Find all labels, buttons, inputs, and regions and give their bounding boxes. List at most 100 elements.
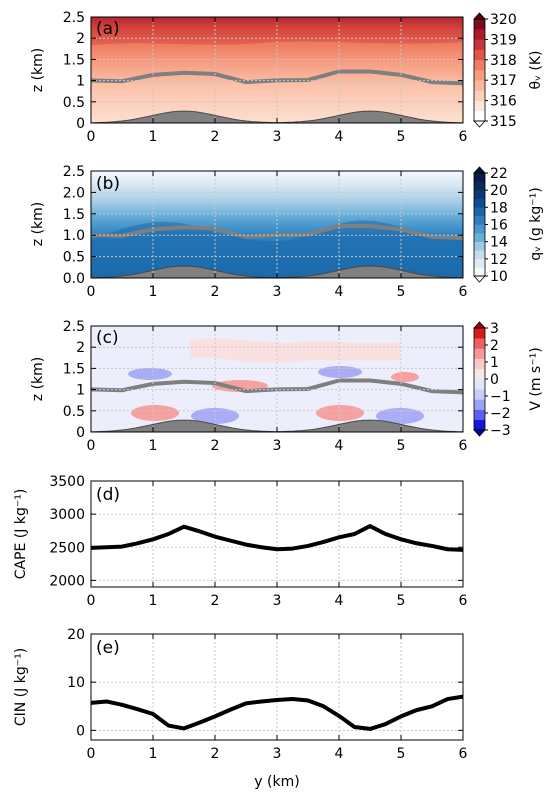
y-ticks: 0.0 0.5 1.0 1.5 2.0 2.5 <box>63 164 463 287</box>
x-tick-label: 0 <box>87 129 96 145</box>
colorbar-tick-label: 2 <box>490 338 499 354</box>
x-tick-label: 2 <box>211 593 220 609</box>
x-tick-label: 5 <box>397 593 406 609</box>
x-axis-label: y (km) <box>254 774 299 790</box>
panel-label: (e) <box>96 638 120 658</box>
y-tick-label: 1.5 <box>63 207 85 223</box>
x-tick-label: 2 <box>211 746 220 762</box>
x-tick-label: 6 <box>459 129 468 145</box>
colorbar-segment <box>474 389 485 400</box>
y-axis-label: CIN (J kg⁻¹) <box>13 648 29 726</box>
y-tick-label: 2000 <box>49 573 85 589</box>
x-tick-label: 4 <box>335 284 344 300</box>
grid-lines <box>91 17 463 123</box>
panel-a: (a) z (km) 0 0.5 1 1.5 2 2.5 0 1 2 3 4 5 6 320 319 31… <box>30 10 544 145</box>
colorbar-segment <box>474 80 485 91</box>
y-tick-label: 1.5 <box>63 52 85 68</box>
x-tick-label: 5 <box>397 438 406 454</box>
grid-lines <box>91 481 463 587</box>
colorbar-segment <box>474 224 485 234</box>
y-tick-label: 0 <box>76 116 85 132</box>
x-ticks: 0 1 2 3 4 5 6 <box>87 481 468 609</box>
colorbar-extend-high <box>473 321 486 329</box>
colorbar-tick-label: 14 <box>490 235 508 251</box>
x-tick-label: 3 <box>273 593 282 609</box>
x-ticks: 0 1 2 3 4 5 6 <box>87 171 468 300</box>
colorbar-segment <box>474 258 485 268</box>
x-tick-label: 0 <box>87 593 96 609</box>
x-tick-label: 1 <box>149 284 158 300</box>
colorbar-extend-high <box>473 166 486 174</box>
colorbar-segment <box>474 338 485 349</box>
y-axis-label: CAPE (J kg⁻¹) <box>13 489 29 580</box>
colorbar-tick-label: 12 <box>490 252 508 268</box>
colorbar-tick-label: −2 <box>490 406 511 422</box>
x-tick-label: 3 <box>273 284 282 300</box>
y-tick-label: 2.5 <box>63 164 85 180</box>
colorbar-extend-high <box>473 12 486 20</box>
colorbar-segment <box>474 190 485 200</box>
v-negative-patch <box>128 368 172 380</box>
y-axis-label: z (km) <box>30 48 46 92</box>
x-tick-label: 0 <box>87 284 96 300</box>
panel-label: (b) <box>96 174 120 194</box>
v-positive-patch <box>131 405 179 421</box>
colorbar-segment <box>474 173 485 182</box>
y-tick-label: 10 <box>67 675 85 691</box>
x-ticks: 0 1 2 3 4 5 6 <box>87 634 468 762</box>
y-tick-label: 0.5 <box>63 250 85 266</box>
x-tick-label: 3 <box>273 438 282 454</box>
y-tick-label: 3500 <box>49 474 85 490</box>
y-tick-label: 3000 <box>49 507 85 523</box>
y-tick-label: 2500 <box>49 540 85 556</box>
colorbar-segment <box>474 419 485 431</box>
colorbar-tick-label: 0 <box>490 372 499 388</box>
colorbar: 320 319 318 317 316 315 <box>473 12 517 130</box>
colorbar-segment <box>474 19 485 30</box>
v-positive-patch <box>391 372 419 382</box>
colorbar-segment <box>474 198 485 208</box>
colorbar-segment <box>474 233 485 242</box>
colorbar-tick-label: 16 <box>490 218 508 234</box>
colorbar-tick-label: 10 <box>490 269 508 285</box>
colorbar-segment <box>474 90 485 101</box>
colorbar-tick-label: 317 <box>490 73 517 89</box>
colorbar-segment <box>474 379 485 390</box>
x-tick-label: 6 <box>459 746 468 762</box>
panel-label: (a) <box>96 19 120 39</box>
colorbar-segment <box>474 110 485 122</box>
y-tick-label: 0 <box>76 723 85 739</box>
colorbar-tick-label: −1 <box>490 389 511 405</box>
colorbar-tick-label: 18 <box>490 200 508 216</box>
colorbar-segment <box>474 39 485 50</box>
colorbar-segment <box>474 181 485 191</box>
x-tick-label: 4 <box>335 129 344 145</box>
x-tick-label: 4 <box>335 438 344 454</box>
x-tick-label: 5 <box>397 746 406 762</box>
x-tick-label: 0 <box>87 438 96 454</box>
x-tick-label: 1 <box>149 746 158 762</box>
colorbar-tick-label: 319 <box>490 32 517 48</box>
colorbar-segment <box>474 267 485 277</box>
x-tick-label: 2 <box>211 284 220 300</box>
y-tick-label: 1.5 <box>63 361 85 377</box>
colorbar-tick-label: 315 <box>490 114 517 130</box>
colorbar-segment <box>474 215 485 225</box>
v-negative-patch <box>376 408 424 424</box>
y-tick-label: 0.0 <box>63 271 85 287</box>
x-tick-label: 6 <box>459 593 468 609</box>
panel-label: (c) <box>96 328 119 348</box>
x-tick-label: 2 <box>211 129 220 145</box>
colorbar-segment <box>474 358 485 370</box>
colorbar-tick-label: 320 <box>490 12 517 28</box>
x-tick-label: 6 <box>459 284 468 300</box>
grid-lines <box>91 326 463 432</box>
colorbar-segment <box>474 399 485 410</box>
y-axis-label: z (km) <box>30 357 46 401</box>
y-tick-label: 0 <box>76 425 85 441</box>
y-tick-label: 2.5 <box>63 319 85 335</box>
